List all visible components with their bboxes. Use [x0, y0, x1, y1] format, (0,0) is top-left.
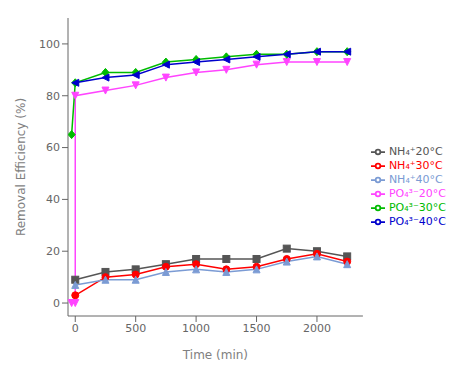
- svg-text:2000: 2000: [303, 322, 331, 335]
- svg-text:0: 0: [53, 297, 60, 310]
- svg-text:0: 0: [72, 322, 79, 335]
- svg-text:1500: 1500: [243, 322, 271, 335]
- html-text:PO₄³⁻20°C: PO₄³⁻20°C: [388, 187, 446, 200]
- html-text:PO₄³⁻40°C: PO₄³⁻40°C: [388, 215, 446, 228]
- svg-text:1000: 1000: [182, 322, 210, 335]
- html-text:NH₄⁺20°C: NH₄⁺20°C: [388, 145, 443, 158]
- svg-text:Time (min): Time (min): [182, 348, 248, 362]
- svg-text:100: 100: [39, 38, 60, 51]
- svg-text:Removal Efficiency (%): Removal Efficiency (%): [14, 98, 28, 236]
- svg-text:20: 20: [46, 245, 60, 258]
- html-text:NH₄⁺30°C: NH₄⁺30°C: [388, 159, 443, 172]
- svg-text:500: 500: [125, 322, 146, 335]
- html-text:NH₄⁺40°C: NH₄⁺40°C: [388, 173, 443, 186]
- svg-text:40: 40: [46, 193, 60, 206]
- svg-text:80: 80: [46, 90, 60, 103]
- html-text:PO₄³⁻30°C: PO₄³⁻30°C: [388, 201, 446, 214]
- svg-text:60: 60: [46, 141, 60, 154]
